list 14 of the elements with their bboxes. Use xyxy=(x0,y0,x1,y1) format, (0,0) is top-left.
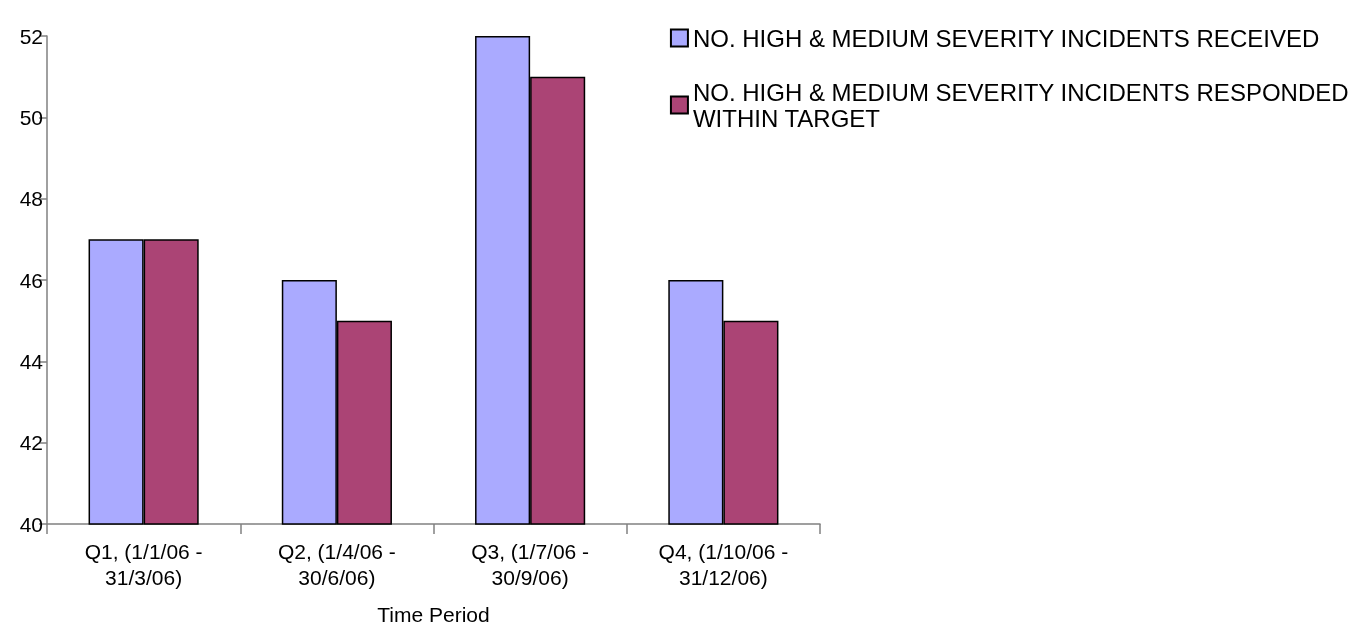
x-tick-label: Q2, (1/4/06 - 30/6/06) xyxy=(277,539,396,589)
y-tick-label: 50 xyxy=(19,105,43,129)
y-tick-label: 44 xyxy=(19,349,44,373)
legend-label: NO. HIGH & MEDIUM SEVERITY INCIDENTS RECEIVED xyxy=(692,24,1320,52)
x-tick-label: Q4, (1/10/06 - 31/12/06) xyxy=(658,539,789,589)
y-tick-label: 52 xyxy=(19,24,43,48)
x-axis-title: Time Period xyxy=(377,603,490,626)
legend-label: NO. HIGH & MEDIUM SEVERITY INCIDENTS RESPONDED WITHIN TARGET xyxy=(692,78,1349,132)
x-tick-label: Q1, (1/1/06 - 31/3/06) xyxy=(84,539,203,589)
x-tick-label: Q3, (1/7/06 - 30/9/06) xyxy=(471,539,590,589)
y-tick-label: 42 xyxy=(19,431,43,455)
y-tick-label: 46 xyxy=(19,268,43,292)
y-tick-label: 48 xyxy=(19,187,43,211)
y-tick-label: 40 xyxy=(19,512,43,536)
